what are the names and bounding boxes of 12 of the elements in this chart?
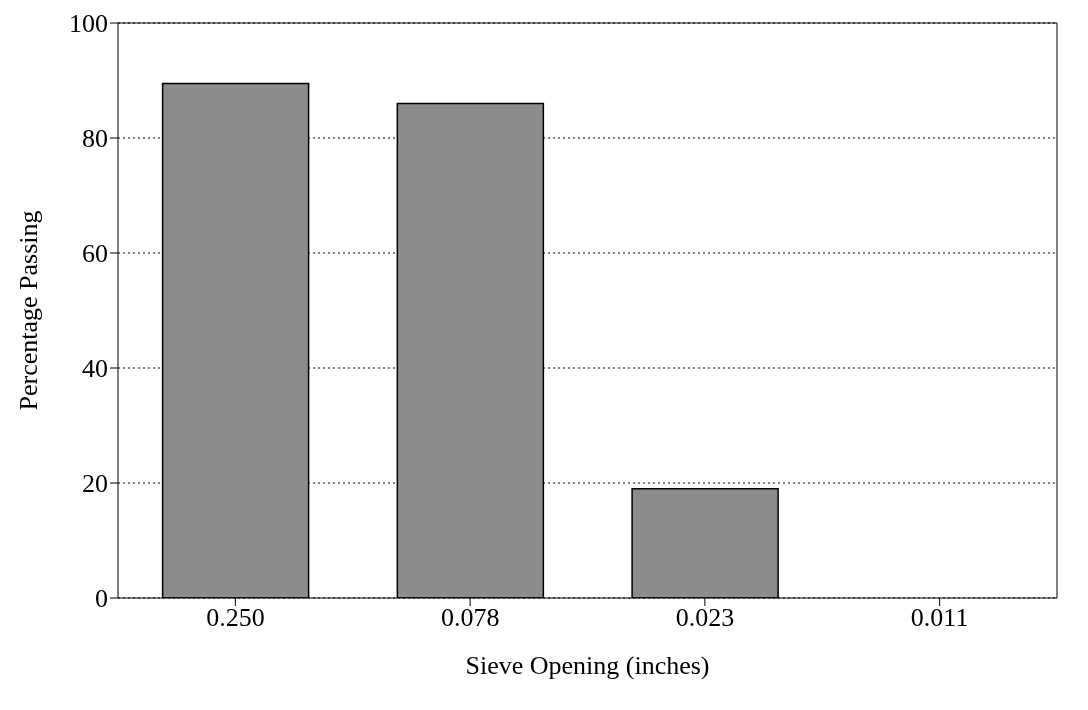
x-tick-label: 0.023 [675, 603, 735, 633]
y-tick-label: 100 [69, 9, 108, 39]
y-tick-label: 0 [95, 584, 108, 614]
y-tick-label: 60 [82, 239, 108, 269]
y-tick-label: 80 [82, 124, 108, 154]
x-tick-label: 0.011 [910, 603, 969, 633]
y-axis-title: Percentage Passing [14, 210, 44, 411]
y-tick-label: 20 [82, 469, 108, 499]
x-tick-label: 0.078 [440, 603, 500, 633]
x-axis-title: Sieve Opening (inches) [465, 651, 710, 680]
y-tick-label: 40 [82, 354, 108, 384]
x-tick-label: 0.250 [206, 603, 265, 633]
